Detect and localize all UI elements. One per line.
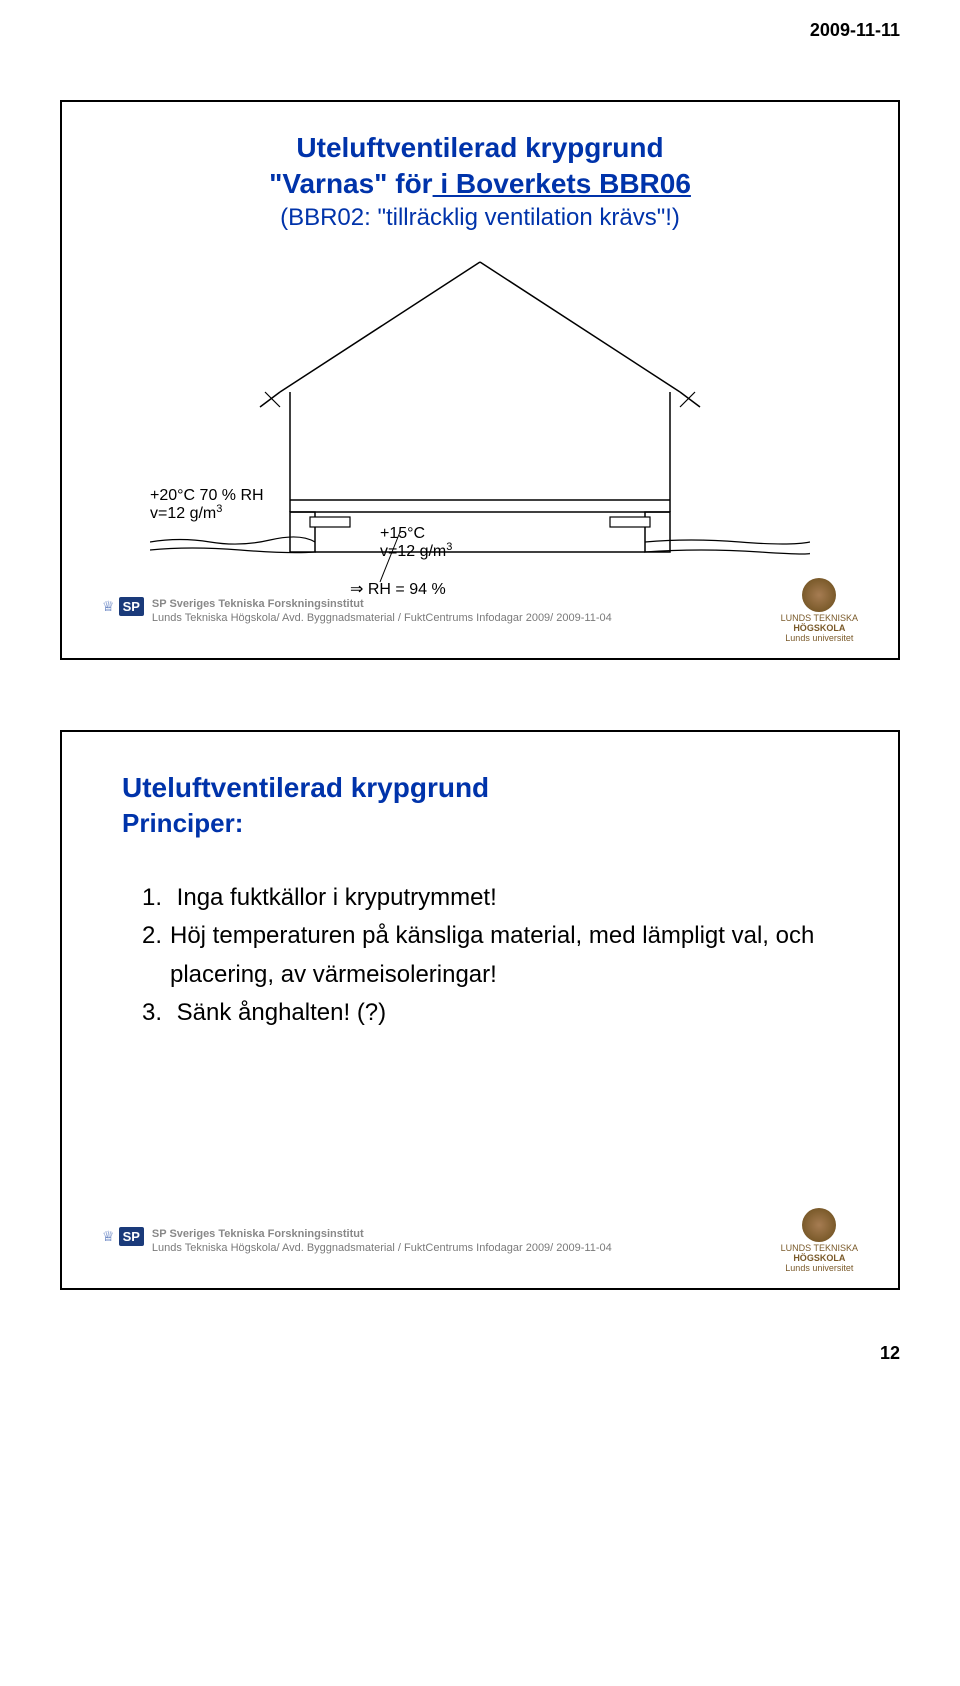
item-text: Höj temperaturen på känsliga material, m… (170, 917, 818, 994)
slide2-footer: ♕ SP SP Sveriges Tekniska Forskningsinst… (102, 1208, 858, 1274)
label-outside-temp: +20°C 70 % RH (150, 487, 264, 504)
slide1-title-prefix: "Varnas" för (269, 168, 433, 199)
footer-line1: SP Sveriges Tekniska Forskningsinstitut (152, 1227, 612, 1241)
label-crawl-v: v=12 g/m3 (380, 541, 452, 560)
label-outside-v: v=12 g/m3 (150, 503, 222, 522)
sp-logo: ♕ SP (102, 597, 144, 616)
lth-line3: Lunds universitet (781, 634, 858, 644)
sp-badge: SP (119, 597, 144, 616)
slide1-title-line2: "Varnas" för i Boverkets BBR06 (102, 168, 858, 200)
lth-line3: Lunds universitet (781, 1264, 858, 1274)
slide1-title-link: i Boverkets BBR06 (433, 168, 691, 199)
principles-list: 1. Inga fuktkällor i kryputrymmet! 2. Hö… (142, 879, 818, 1033)
footer-left: ♕ SP SP Sveriges Tekniska Forskningsinst… (102, 1227, 612, 1256)
footer-line1: SP Sveriges Tekniska Forskningsinstitut (152, 597, 612, 611)
footer-text: SP Sveriges Tekniska Forskningsinstitut … (152, 1227, 612, 1256)
item-num: 2. (142, 917, 170, 994)
footer-text: SP Sveriges Tekniska Forskningsinstitut … (152, 597, 612, 626)
lth-seal-icon (802, 578, 836, 612)
sp-badge: SP (119, 1227, 144, 1246)
crown-icon: ♕ (102, 598, 115, 615)
list-item: 1. Inga fuktkällor i kryputrymmet! (142, 879, 818, 917)
page: 2009-11-11 Uteluftventilerad krypgrund "… (0, 0, 960, 1380)
slide-1: Uteluftventilerad krypgrund "Varnas" för… (60, 100, 900, 660)
footer-line2: Lunds Tekniska Högskola/ Avd. Byggnadsma… (152, 1241, 612, 1255)
slide1-footer: ♕ SP SP Sveriges Tekniska Forskningsinst… (102, 578, 858, 644)
footer-left: ♕ SP SP Sveriges Tekniska Forskningsinst… (102, 597, 612, 626)
item-num: 3. (142, 994, 170, 1032)
slide2-subtitle: Principer: (122, 808, 858, 839)
lth-badge: LUNDS TEKNISKA HÖGSKOLA Lunds universite… (781, 1208, 858, 1274)
label-crawl-temp: +15°C (380, 525, 425, 542)
date-header: 2009-11-11 (810, 20, 900, 41)
lth-seal-icon (802, 1208, 836, 1242)
house-diagram: +20°C 70 % RH v=12 g/m3 +15°C v=12 g/m3 … (150, 242, 810, 602)
slide2-title: Uteluftventilerad krypgrund (122, 772, 858, 804)
footer-line2: Lunds Tekniska Högskola/ Avd. Byggnadsma… (152, 611, 612, 625)
list-item: 2. Höj temperaturen på känsliga material… (142, 917, 818, 994)
crown-icon: ♕ (102, 1228, 115, 1245)
lth-badge: LUNDS TEKNISKA HÖGSKOLA Lunds universite… (781, 578, 858, 644)
page-number: 12 (880, 1343, 900, 1364)
list-item: 3. Sänk ånghalten! (?) (142, 994, 818, 1032)
slide-2: Uteluftventilerad krypgrund Principer: 1… (60, 730, 900, 1290)
item-num: 1. (142, 879, 170, 917)
item-text: Inga fuktkällor i kryputrymmet! (177, 884, 497, 911)
sp-logo: ♕ SP (102, 1227, 144, 1246)
slide1-subtitle: (BBR02: "tillräcklig ventilation krävs"!… (102, 204, 858, 232)
item-text: Sänk ånghalten! (?) (177, 999, 386, 1026)
slide1-title-line1: Uteluftventilerad krypgrund (102, 132, 858, 164)
